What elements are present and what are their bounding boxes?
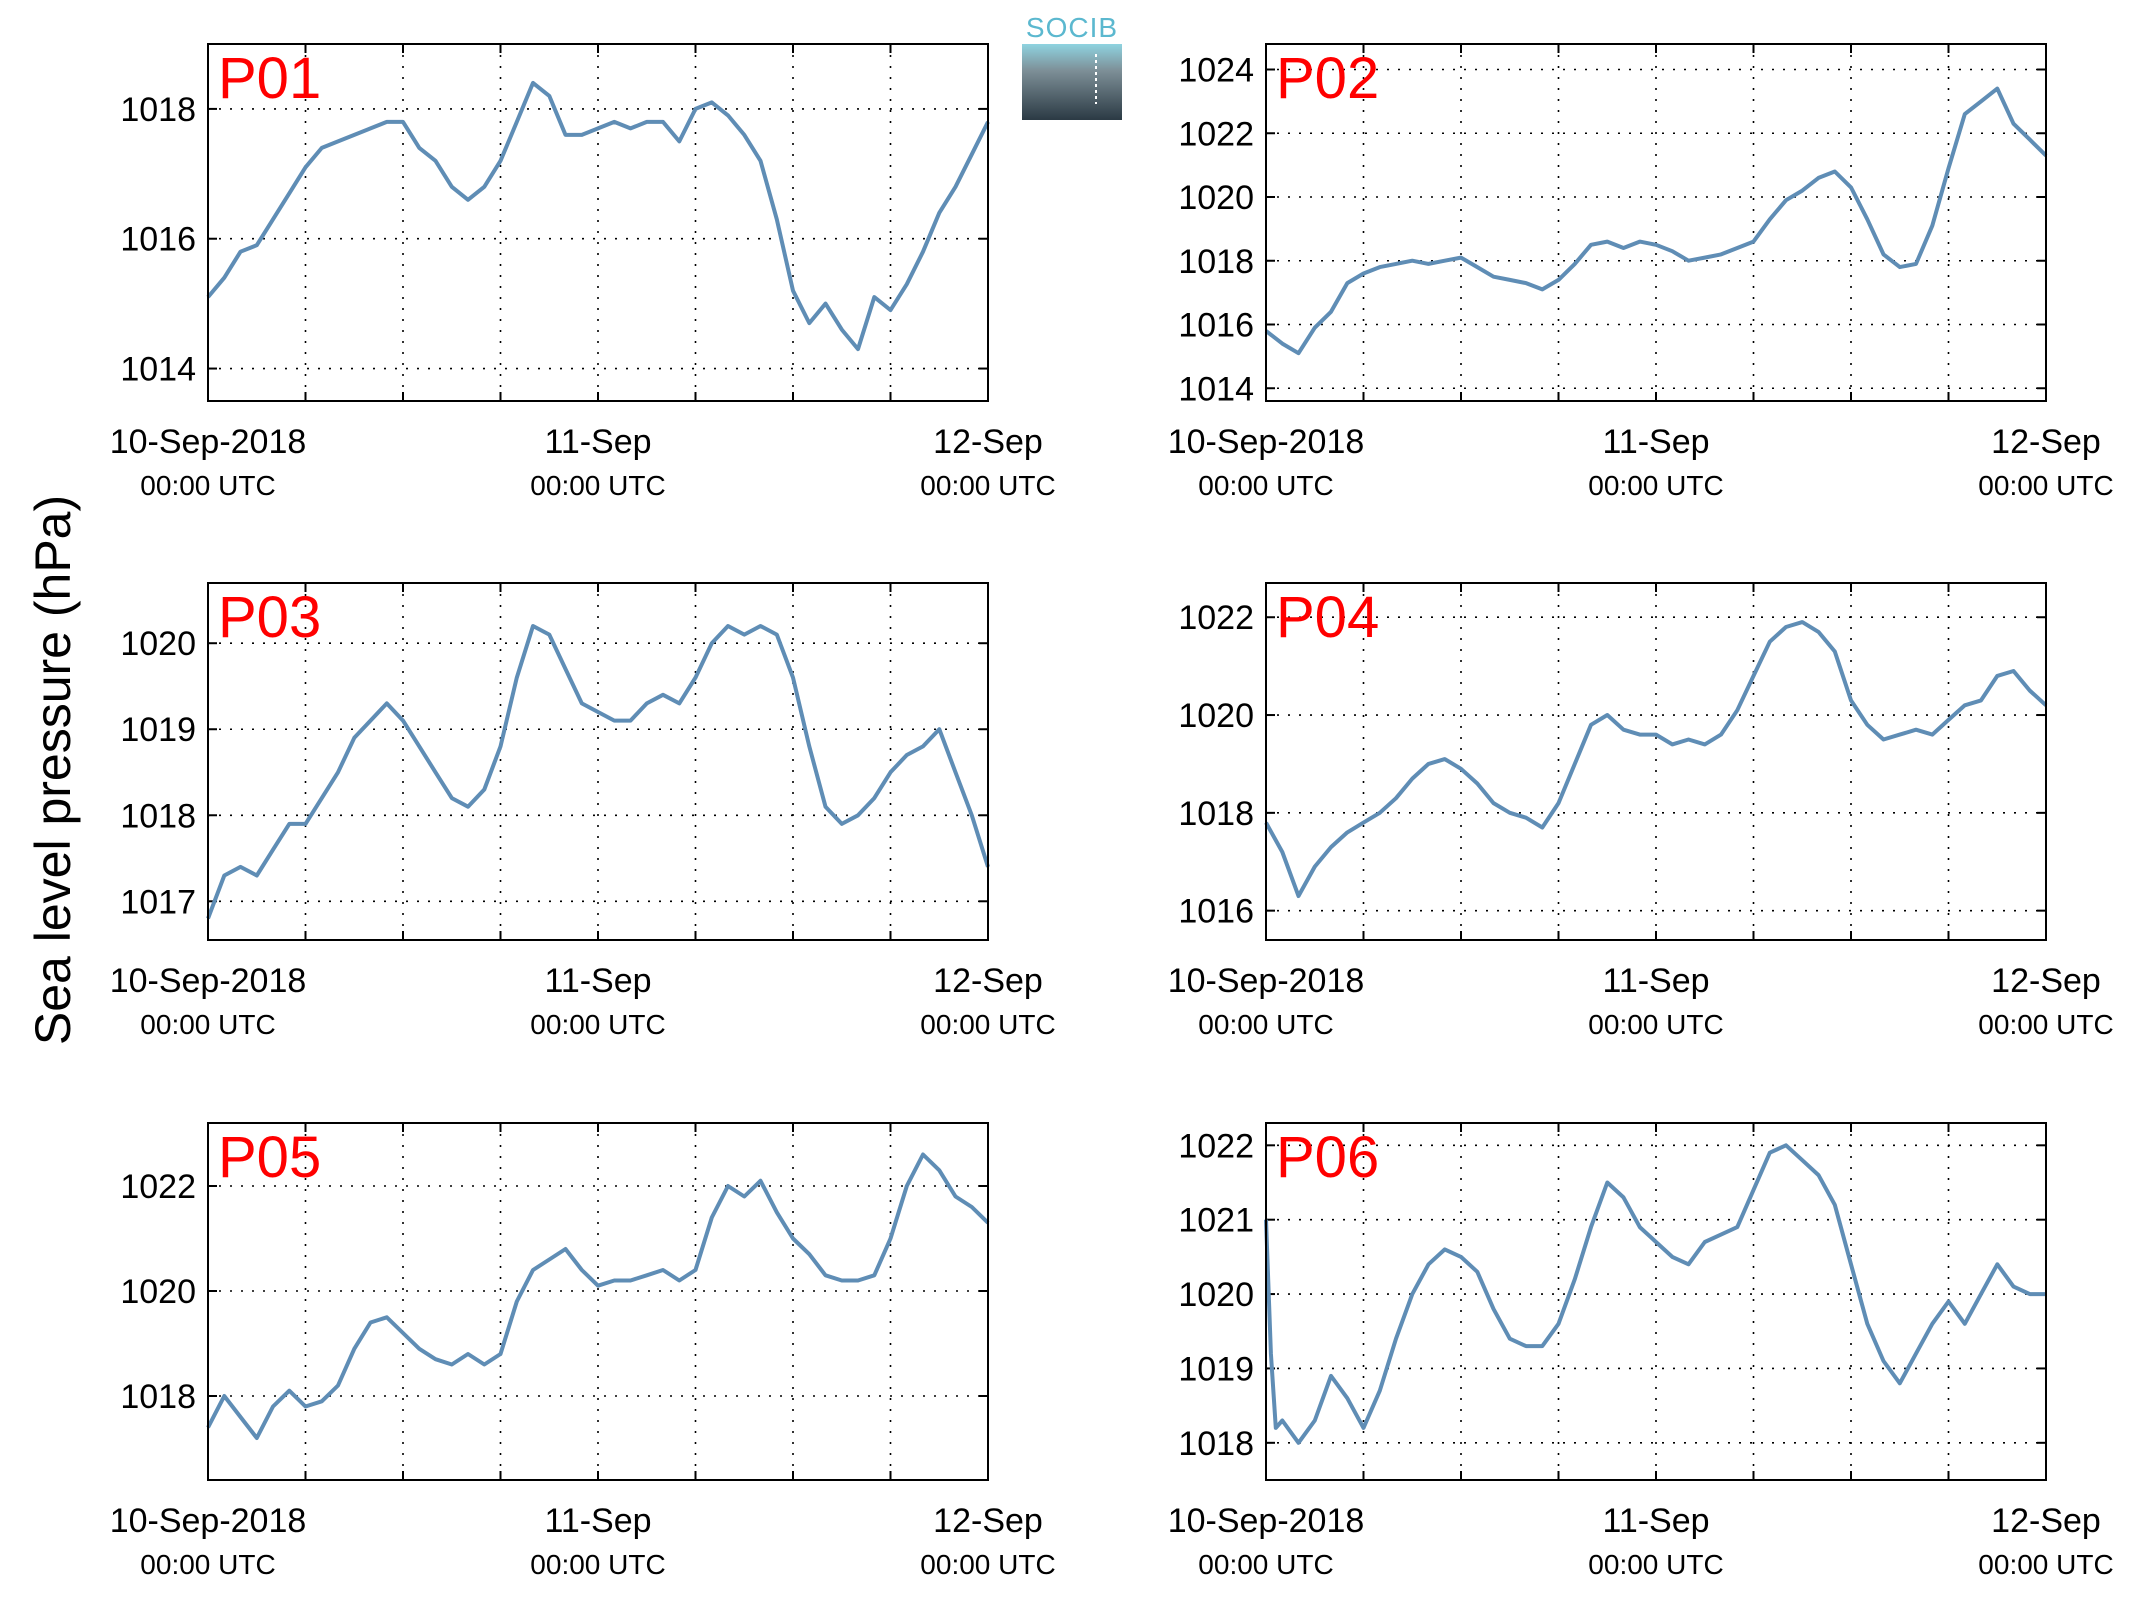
panels: 1014 1016 1018 10-Sep-2018 00:00 UTC 11-Sep 00… [110, 43, 2114, 1580]
axes-frame [1265, 582, 2047, 941]
axes-frame [207, 1122, 989, 1481]
panel-p03: 1017 1018 1019 1020 10-Sep-2018 00:00 UTC 11-S… [110, 582, 1056, 1040]
y-tick-label: 1020 [120, 625, 196, 663]
x-tick-label-time: 00:00 UTC [1978, 1009, 2113, 1040]
x-tick-label-time: 00:00 UTC [1588, 1009, 1723, 1040]
x-tick-label-date: 12-Sep [933, 962, 1043, 1000]
series-line-p01 [206, 80, 990, 352]
axes-frame [207, 582, 989, 941]
x-tick-label-date: 10-Sep-2018 [110, 1502, 307, 1540]
logo-gradient [1022, 44, 1122, 120]
axes-frame [1265, 43, 2047, 402]
x-tick-label-date: 11-Sep [1602, 423, 1709, 461]
x-tick-label-time: 00:00 UTC [1978, 470, 2113, 501]
x-tick-label-date: 12-Sep [933, 423, 1043, 461]
x-tick-label-date: 10-Sep-2018 [110, 962, 307, 1000]
y-tick-label: 1018 [120, 1378, 196, 1416]
socib-logo: SOCIB [1022, 12, 1122, 120]
series-line-p02 [1264, 86, 2048, 356]
y-tick-label: 1018 [1178, 243, 1254, 281]
panel-p05: 1018 1020 1022 10-Sep-2018 00:00 UTC 11-Sep 00… [110, 1122, 1056, 1580]
x-tick-label-date: 11-Sep [544, 423, 651, 461]
panel-p04: 1016 1018 1020 1022 10-Sep-2018 00:00 UTC 11-S… [1168, 582, 2114, 1040]
y-tick-label: 1016 [1178, 893, 1254, 931]
y-tick-label: 1018 [120, 797, 196, 835]
y-tick-label: 1020 [120, 1273, 196, 1311]
y-tick-label: 1022 [1178, 599, 1254, 637]
x-tick-label-date: 12-Sep [1991, 1502, 2101, 1540]
series-line-p06 [1264, 1143, 2046, 1445]
y-tick-label: 1019 [120, 711, 196, 749]
x-tick-label-date: 10-Sep-2018 [1168, 423, 1365, 461]
x-tick-label-time: 00:00 UTC [530, 1549, 665, 1580]
y-tick-label: 1022 [120, 1168, 196, 1206]
y-tick-label: 1014 [1178, 370, 1254, 408]
y-tick-label: 1016 [1178, 307, 1254, 345]
y-tick-label: 1021 [1178, 1202, 1254, 1240]
series-line-p05 [206, 1152, 990, 1440]
y-tick-label: 1018 [1178, 1425, 1254, 1463]
y-tick-label: 1019 [1178, 1350, 1254, 1388]
panel-p06: 1018 1019 1020 1021 1022 10-Sep-2018 00:00 UTC… [1168, 1122, 2114, 1580]
x-tick-label-time: 00:00 UTC [920, 470, 1055, 501]
series-line-p03 [206, 624, 990, 920]
y-tick-label: 1018 [1178, 795, 1254, 833]
x-tick-label-date: 11-Sep [544, 1502, 651, 1540]
panel-label: P05 [218, 1125, 321, 1190]
x-tick-label-time: 00:00 UTC [140, 470, 275, 501]
y-tick-label: 1022 [1178, 115, 1254, 153]
y-tick-label: 1020 [1178, 179, 1254, 217]
x-tick-label-time: 00:00 UTC [1198, 1549, 1333, 1580]
panel-label: P03 [218, 585, 321, 650]
x-tick-label-time: 00:00 UTC [1198, 1009, 1333, 1040]
x-tick-label-date: 11-Sep [1602, 962, 1709, 1000]
x-tick-label-time: 00:00 UTC [530, 470, 665, 501]
x-tick-label-time: 00:00 UTC [920, 1549, 1055, 1580]
x-tick-label-date: 10-Sep-2018 [110, 423, 307, 461]
x-tick-label-time: 00:00 UTC [140, 1009, 275, 1040]
x-tick-label-time: 00:00 UTC [1588, 1549, 1723, 1580]
panel-label: P01 [218, 46, 321, 111]
y-tick-label: 1020 [1178, 1276, 1254, 1314]
panel-p01: 1014 1016 1018 10-Sep-2018 00:00 UTC 11-Sep 00… [110, 43, 1056, 501]
y-tick-label: 1014 [120, 351, 196, 389]
x-tick-label-time: 00:00 UTC [1978, 1549, 2113, 1580]
y-tick-label: 1018 [120, 91, 196, 129]
y-tick-label: 1022 [1178, 1127, 1254, 1165]
x-tick-label-date: 11-Sep [544, 962, 651, 1000]
y-axis-label: Sea level pressure (hPa) [25, 495, 81, 1045]
axes-frame [207, 43, 989, 402]
y-tick-label: 1017 [120, 883, 196, 921]
x-tick-label-date: 10-Sep-2018 [1168, 1502, 1365, 1540]
panel-label: P04 [1276, 585, 1379, 650]
x-tick-label-date: 12-Sep [1991, 962, 2101, 1000]
x-tick-label-date: 11-Sep [1602, 1502, 1709, 1540]
y-tick-label: 1016 [120, 221, 196, 259]
x-tick-label-date: 12-Sep [1991, 423, 2101, 461]
logo-text: SOCIB [1025, 12, 1119, 43]
panel-label: P02 [1276, 46, 1379, 111]
x-tick-label-date: 12-Sep [933, 1502, 1043, 1540]
axes-frame [1265, 1122, 2047, 1481]
x-tick-label-time: 00:00 UTC [530, 1009, 665, 1040]
y-tick-label: 1024 [1178, 52, 1254, 90]
x-tick-label-time: 00:00 UTC [1588, 470, 1723, 501]
x-tick-label-time: 00:00 UTC [920, 1009, 1055, 1040]
x-tick-label-time: 00:00 UTC [140, 1549, 275, 1580]
panel-label: P06 [1276, 1125, 1379, 1190]
panel-p02: 1014 1016 1018 1020 1022 1024 10-Sep-2018 00:00… [1168, 43, 2114, 501]
series-line-p04 [1264, 620, 2048, 898]
x-tick-label-time: 00:00 UTC [1198, 470, 1333, 501]
x-tick-label-date: 10-Sep-2018 [1168, 962, 1365, 1000]
y-tick-label: 1020 [1178, 697, 1254, 735]
